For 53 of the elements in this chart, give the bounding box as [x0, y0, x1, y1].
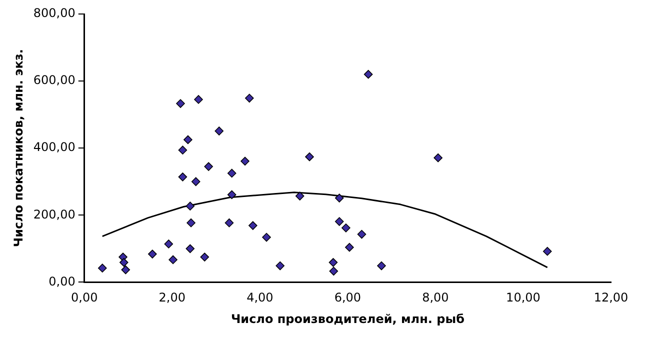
- point: [121, 265, 130, 274]
- x-tick-label: 2,00: [158, 290, 186, 305]
- y-tick-label: 200,00: [33, 207, 76, 222]
- point: [334, 217, 344, 226]
- y-tick-label: 0,00: [48, 274, 76, 288]
- x-tick-label: 10,00: [506, 290, 540, 305]
- point: [178, 172, 188, 182]
- point: [227, 190, 236, 200]
- point: [178, 146, 188, 155]
- point: [305, 152, 314, 162]
- point: [204, 162, 213, 171]
- y-axis-title: Число покатников, млн. экз.: [11, 49, 26, 248]
- point: [200, 252, 210, 262]
- x-tick-label: 8,00: [422, 290, 449, 305]
- point: [186, 218, 196, 228]
- point: [186, 244, 195, 254]
- y-tick-label: 600,00: [33, 73, 76, 88]
- point: [194, 95, 203, 104]
- point: [377, 261, 386, 270]
- x-tick-label: 4,00: [246, 290, 274, 305]
- point: [542, 246, 552, 256]
- point: [262, 232, 271, 242]
- point: [214, 126, 224, 136]
- point: [434, 153, 442, 162]
- y-tick-label: 800,00: [33, 6, 76, 20]
- point: [186, 202, 195, 210]
- point: [148, 250, 157, 258]
- point: [176, 99, 185, 108]
- point: [164, 240, 174, 248]
- x-tick-label: 12,00: [594, 290, 628, 305]
- point: [98, 264, 107, 273]
- point: [334, 194, 344, 202]
- point: [244, 94, 254, 103]
- point: [342, 223, 350, 232]
- point: [240, 156, 250, 166]
- point: [276, 261, 285, 270]
- point: [227, 168, 236, 178]
- point: [248, 221, 258, 230]
- x-axis-title: Число производителей, млн. рыб: [230, 312, 464, 326]
- point: [295, 192, 304, 200]
- point: [328, 258, 338, 267]
- point: [119, 258, 128, 267]
- x-tick-label: 6,00: [334, 290, 362, 305]
- point: [191, 177, 200, 186]
- point: [329, 266, 338, 276]
- point: [168, 255, 178, 264]
- x-tick-label: 0,00: [71, 290, 98, 305]
- point: [224, 218, 234, 228]
- point: [184, 135, 192, 144]
- point: [357, 230, 366, 239]
- point: [345, 242, 354, 252]
- y-tick-label: 400,00: [33, 140, 76, 154]
- point: [364, 70, 373, 79]
